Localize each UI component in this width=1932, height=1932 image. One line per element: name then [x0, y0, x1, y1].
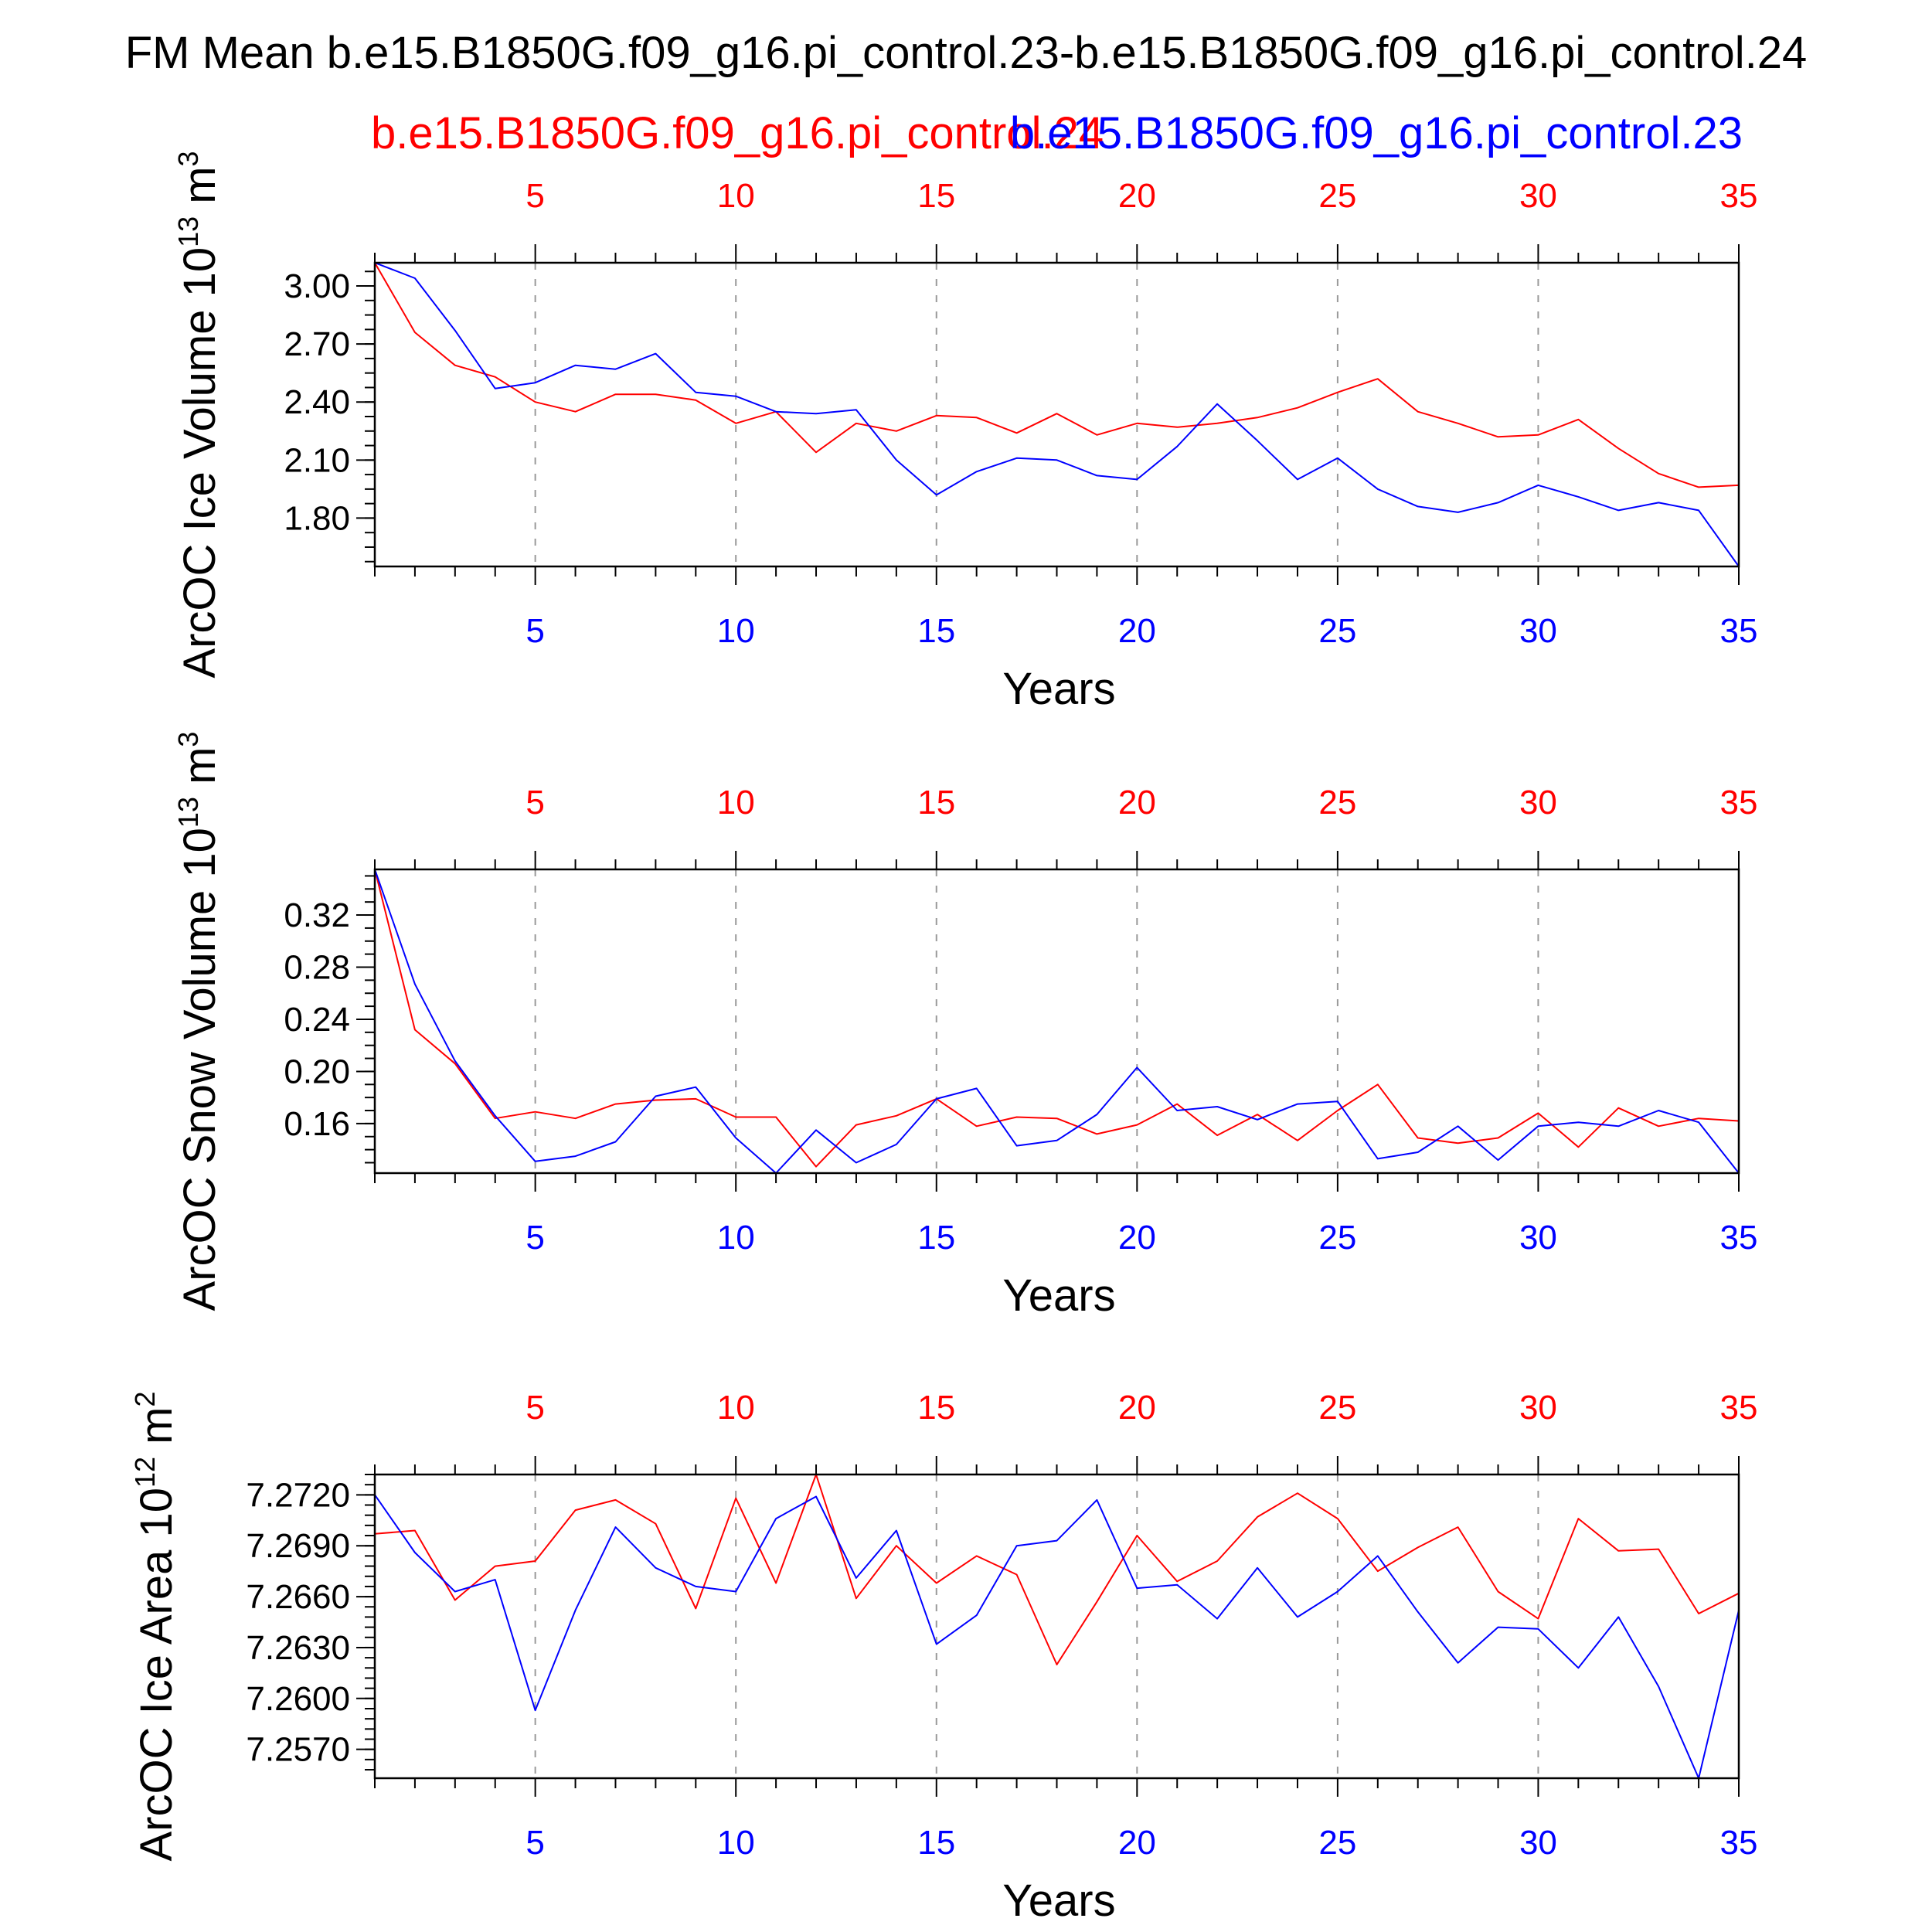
panel-3: 5 5 10 10 15 15 20 20 25 25 30 30 35 35 Years 7.2570 7.2…: [129, 1389, 1757, 1926]
series-line-blue: [374, 869, 1740, 1174]
x-tick-label-bottom: 5: [526, 612, 544, 650]
x-axis-label: Years: [1002, 664, 1115, 714]
legend-label-blue: b.e15.B1850G.f09_g16.pi_control.23: [1010, 108, 1743, 158]
x-tick-label-top: 15: [917, 177, 955, 215]
x-tick-label-top: 20: [1118, 784, 1156, 821]
x-tick-label-top: 10: [717, 1389, 755, 1427]
x-tick-label-bottom: 30: [1519, 1219, 1557, 1257]
y-tick-label: 7.2630: [246, 1629, 350, 1667]
x-tick-label-top: 15: [917, 1389, 955, 1427]
y-axis-label: ArcOC Ice Area 1012 m2: [129, 1391, 182, 1861]
y-axis-label-unit-exponent: 3: [172, 732, 204, 747]
y-tick-label: 3.00: [284, 267, 350, 305]
y-axis-label-text: ArcOC Ice Area 10: [131, 1488, 182, 1862]
y-axis-label-exponent: 13: [172, 797, 204, 828]
y-axis-label-exponent: 13: [172, 216, 204, 247]
panel-1: 5 5 10 10 15 15 20 20 25 25 30 30 35 35 Years 1.80 2.10 2…: [172, 151, 1757, 714]
x-tick-label-top: 25: [1318, 784, 1356, 821]
x-tick-label-bottom: 20: [1118, 1219, 1156, 1257]
legend-label-red: b.e15.B1850G.f09_g16.pi_control.24: [371, 108, 1104, 158]
x-tick-label-top: 35: [1720, 177, 1758, 215]
y-tick-label: 0.28: [284, 949, 350, 987]
x-axis-label: Years: [1002, 1876, 1115, 1926]
x-tick-label-top: 10: [717, 784, 755, 821]
x-tick-label-bottom: 15: [917, 1824, 955, 1862]
y-axis-label: ArcOC Snow Volume 1013 m3: [172, 732, 225, 1311]
x-tick-label-bottom: 25: [1318, 1824, 1356, 1862]
y-tick-label: 2.10: [284, 441, 350, 479]
y-tick-label: 0.20: [284, 1053, 350, 1090]
x-tick-label-top: 35: [1720, 784, 1758, 821]
y-axis-label-unit: m: [175, 747, 225, 797]
figure-title: FM Mean b.e15.B1850G.f09_g16.pi_control.…: [125, 28, 1808, 78]
x-tick-label-bottom: 25: [1318, 1219, 1356, 1257]
x-tick-label-top: 30: [1519, 177, 1557, 215]
series-line-red: [374, 262, 1740, 488]
x-tick-label-bottom: 20: [1118, 1824, 1156, 1862]
x-tick-label-top: 15: [917, 784, 955, 821]
y-tick-label: 0.32: [284, 896, 350, 934]
x-tick-label-top: 30: [1519, 1389, 1557, 1427]
y-axis-label-unit: m: [131, 1407, 182, 1457]
y-axis-label-unit-exponent: 3: [172, 151, 204, 166]
x-tick-label-bottom: 5: [526, 1219, 544, 1257]
y-axis-label-unit: m: [175, 166, 225, 216]
x-tick-label-bottom: 10: [717, 1219, 755, 1257]
x-tick-label-bottom: 15: [917, 1219, 955, 1257]
x-tick-label-bottom: 5: [526, 1824, 544, 1862]
x-tick-label-bottom: 25: [1318, 612, 1356, 650]
x-tick-label-top: 30: [1519, 784, 1557, 821]
plot-frame: [373, 261, 1740, 568]
x-tick-label-bottom: 35: [1720, 1219, 1758, 1257]
y-tick-label: 7.2570: [246, 1731, 350, 1769]
x-tick-label-top: 5: [526, 784, 544, 821]
x-tick-label-bottom: 35: [1720, 612, 1758, 650]
y-tick-label: 7.2720: [246, 1476, 350, 1514]
x-tick-label-top: 25: [1318, 177, 1356, 215]
y-tick-label: 1.80: [284, 499, 350, 537]
x-tick-label-top: 20: [1118, 1389, 1156, 1427]
y-tick-label: 7.2600: [246, 1680, 350, 1718]
y-tick-label: 0.16: [284, 1105, 350, 1143]
panels: 55101015152020252530303535Years1.802.102…: [129, 151, 1757, 1926]
y-tick-label: 0.24: [284, 1001, 350, 1039]
y-axis-label-text: ArcOC Ice Volume 10: [175, 247, 225, 679]
y-tick-label: 7.2660: [246, 1578, 350, 1616]
series-line-red: [374, 869, 1740, 1168]
y-axis-label-unit-exponent: 2: [129, 1391, 161, 1406]
x-tick-label-bottom: 15: [917, 612, 955, 650]
x-tick-label-top: 25: [1318, 1389, 1356, 1427]
series-line-blue: [374, 262, 1740, 567]
y-axis-label-text: ArcOC Snow Volume 10: [175, 828, 225, 1311]
x-tick-label-bottom: 10: [717, 1824, 755, 1862]
x-tick-label-top: 35: [1720, 1389, 1758, 1427]
x-tick-label-bottom: 35: [1720, 1824, 1758, 1862]
y-axis-label: ArcOC Ice Volume 1013 m3: [172, 151, 225, 678]
series-line-red: [374, 1474, 1740, 1665]
x-tick-label-top: 5: [526, 177, 544, 215]
x-axis-label: Years: [1002, 1270, 1115, 1321]
series-line-blue: [374, 1494, 1740, 1779]
x-tick-label-top: 20: [1118, 177, 1156, 215]
y-axis-label-exponent: 12: [129, 1457, 161, 1488]
plot-frame: [373, 868, 1740, 1175]
x-tick-label-bottom: 30: [1519, 1824, 1557, 1862]
plot-frame: [373, 1473, 1740, 1780]
x-tick-label-top: 5: [526, 1389, 544, 1427]
x-tick-label-bottom: 30: [1519, 612, 1557, 650]
x-tick-label-bottom: 20: [1118, 612, 1156, 650]
y-tick-label: 2.40: [284, 383, 350, 421]
x-tick-label-top: 10: [717, 177, 755, 215]
panel-2: 5 5 10 10 15 15 20 20 25 25 30 30 35 35 Years 0.16 0.20 0…: [172, 732, 1757, 1321]
y-tick-label: 2.70: [284, 325, 350, 363]
x-tick-label-bottom: 10: [717, 612, 755, 650]
y-tick-label: 7.2690: [246, 1527, 350, 1565]
